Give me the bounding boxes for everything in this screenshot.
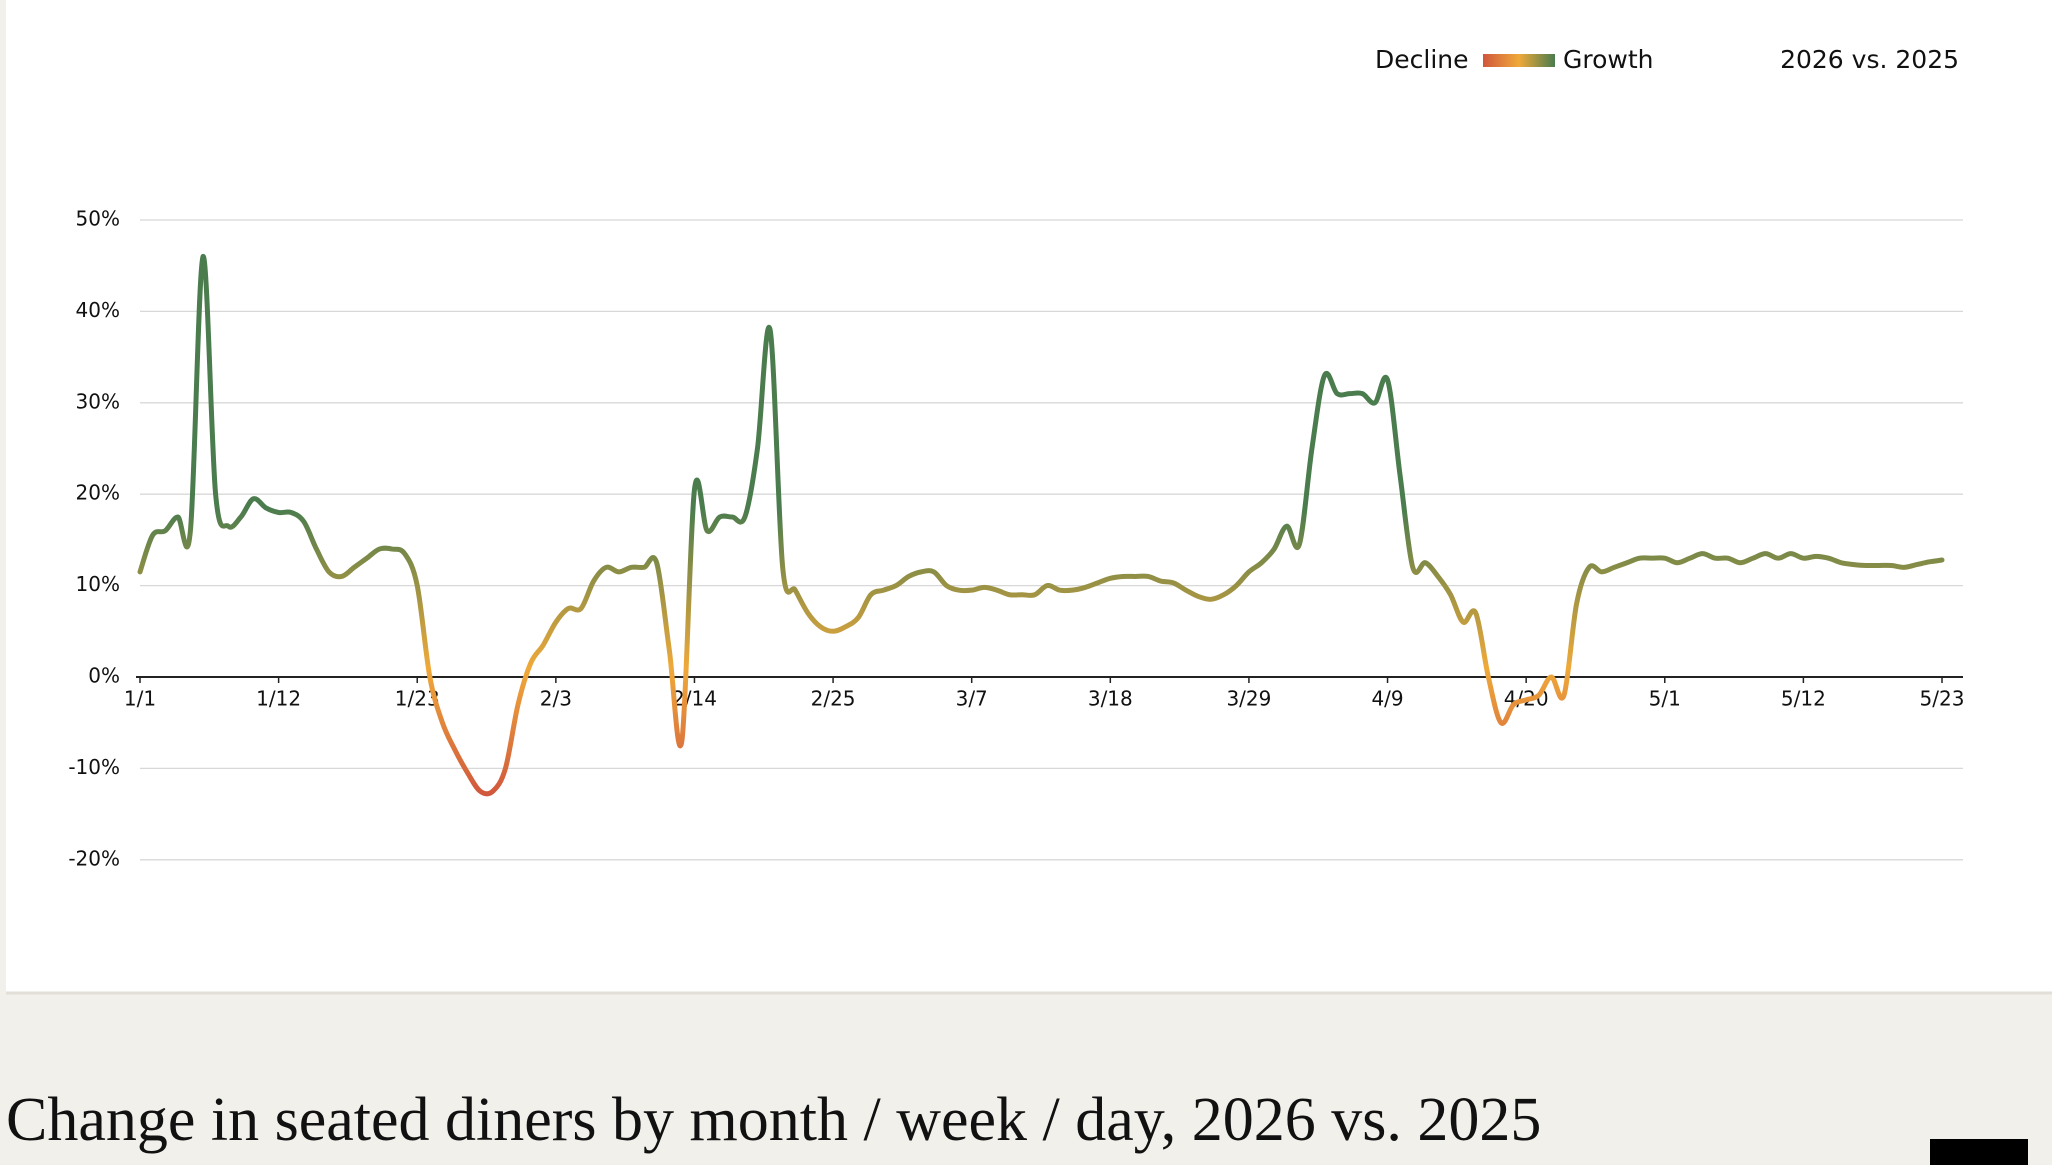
x-tick-label: 4/9 bbox=[1371, 687, 1403, 711]
x-tick-label: 2/25 bbox=[811, 687, 856, 711]
y-tick-label: -10% bbox=[68, 755, 120, 779]
corner-button[interactable] bbox=[1930, 1139, 2028, 1165]
y-tick-label: 0% bbox=[88, 664, 120, 688]
x-tick-label: 1/1 bbox=[124, 687, 156, 711]
y-tick-label: 20% bbox=[76, 481, 120, 505]
plot: 50%40%30%20%10%0%-10%-20%1/1 1/12 1/23 2/3 2… bbox=[68, 207, 1964, 871]
x-tick-label: 3/7 bbox=[956, 687, 988, 711]
x-tick-label: 2/14 bbox=[672, 687, 717, 711]
y-tick-label: 50% bbox=[76, 207, 120, 231]
x-tick-label: 2/3 bbox=[540, 687, 572, 711]
x-tick-label: 3/18 bbox=[1088, 687, 1133, 711]
legend-growth: Growth bbox=[1563, 45, 1654, 74]
legend-gradient bbox=[1483, 54, 1555, 67]
x-tick-label: 5/1 bbox=[1649, 687, 1681, 711]
x-tick-label: 5/23 bbox=[1920, 687, 1965, 711]
y-tick-label: 30% bbox=[76, 389, 120, 413]
x-tick-label: 1/12 bbox=[256, 687, 301, 711]
comparison-label: 2026 vs. 2025 bbox=[1780, 45, 1959, 74]
legend-decline: Decline bbox=[1375, 45, 1469, 74]
x-tick-label: 3/29 bbox=[1226, 687, 1271, 711]
y-tick-label: 10% bbox=[76, 572, 120, 596]
data-line bbox=[137, 254, 1945, 797]
y-tick-label: 40% bbox=[76, 298, 120, 322]
y-tick-label: -20% bbox=[68, 846, 120, 870]
x-tick-label: 5/12 bbox=[1781, 687, 1826, 711]
chart-card bbox=[6, 0, 2052, 992]
section-heading: Change in seated diners by month / week … bbox=[6, 1086, 1541, 1154]
